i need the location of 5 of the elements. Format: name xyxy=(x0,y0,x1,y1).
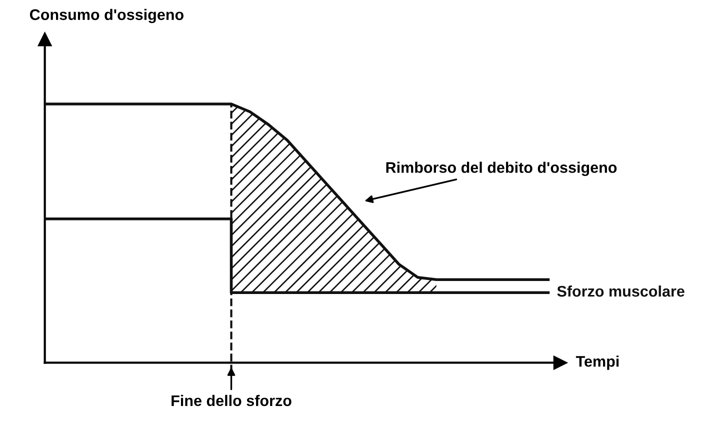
text: Consumo d'ossigeno xyxy=(30,8,184,24)
annotation: Rimborso del debito d'ossigeno xyxy=(386,162,617,176)
x-axis-title: Tempi xyxy=(576,356,619,370)
series-label: Sforzo muscolare xyxy=(557,285,684,297)
text: Fine dello sforzo xyxy=(172,394,292,406)
